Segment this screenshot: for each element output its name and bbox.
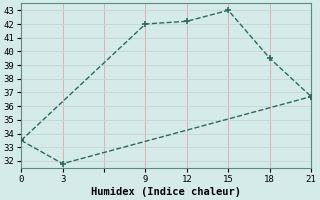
X-axis label: Humidex (Indice chaleur): Humidex (Indice chaleur) [91, 186, 241, 197]
